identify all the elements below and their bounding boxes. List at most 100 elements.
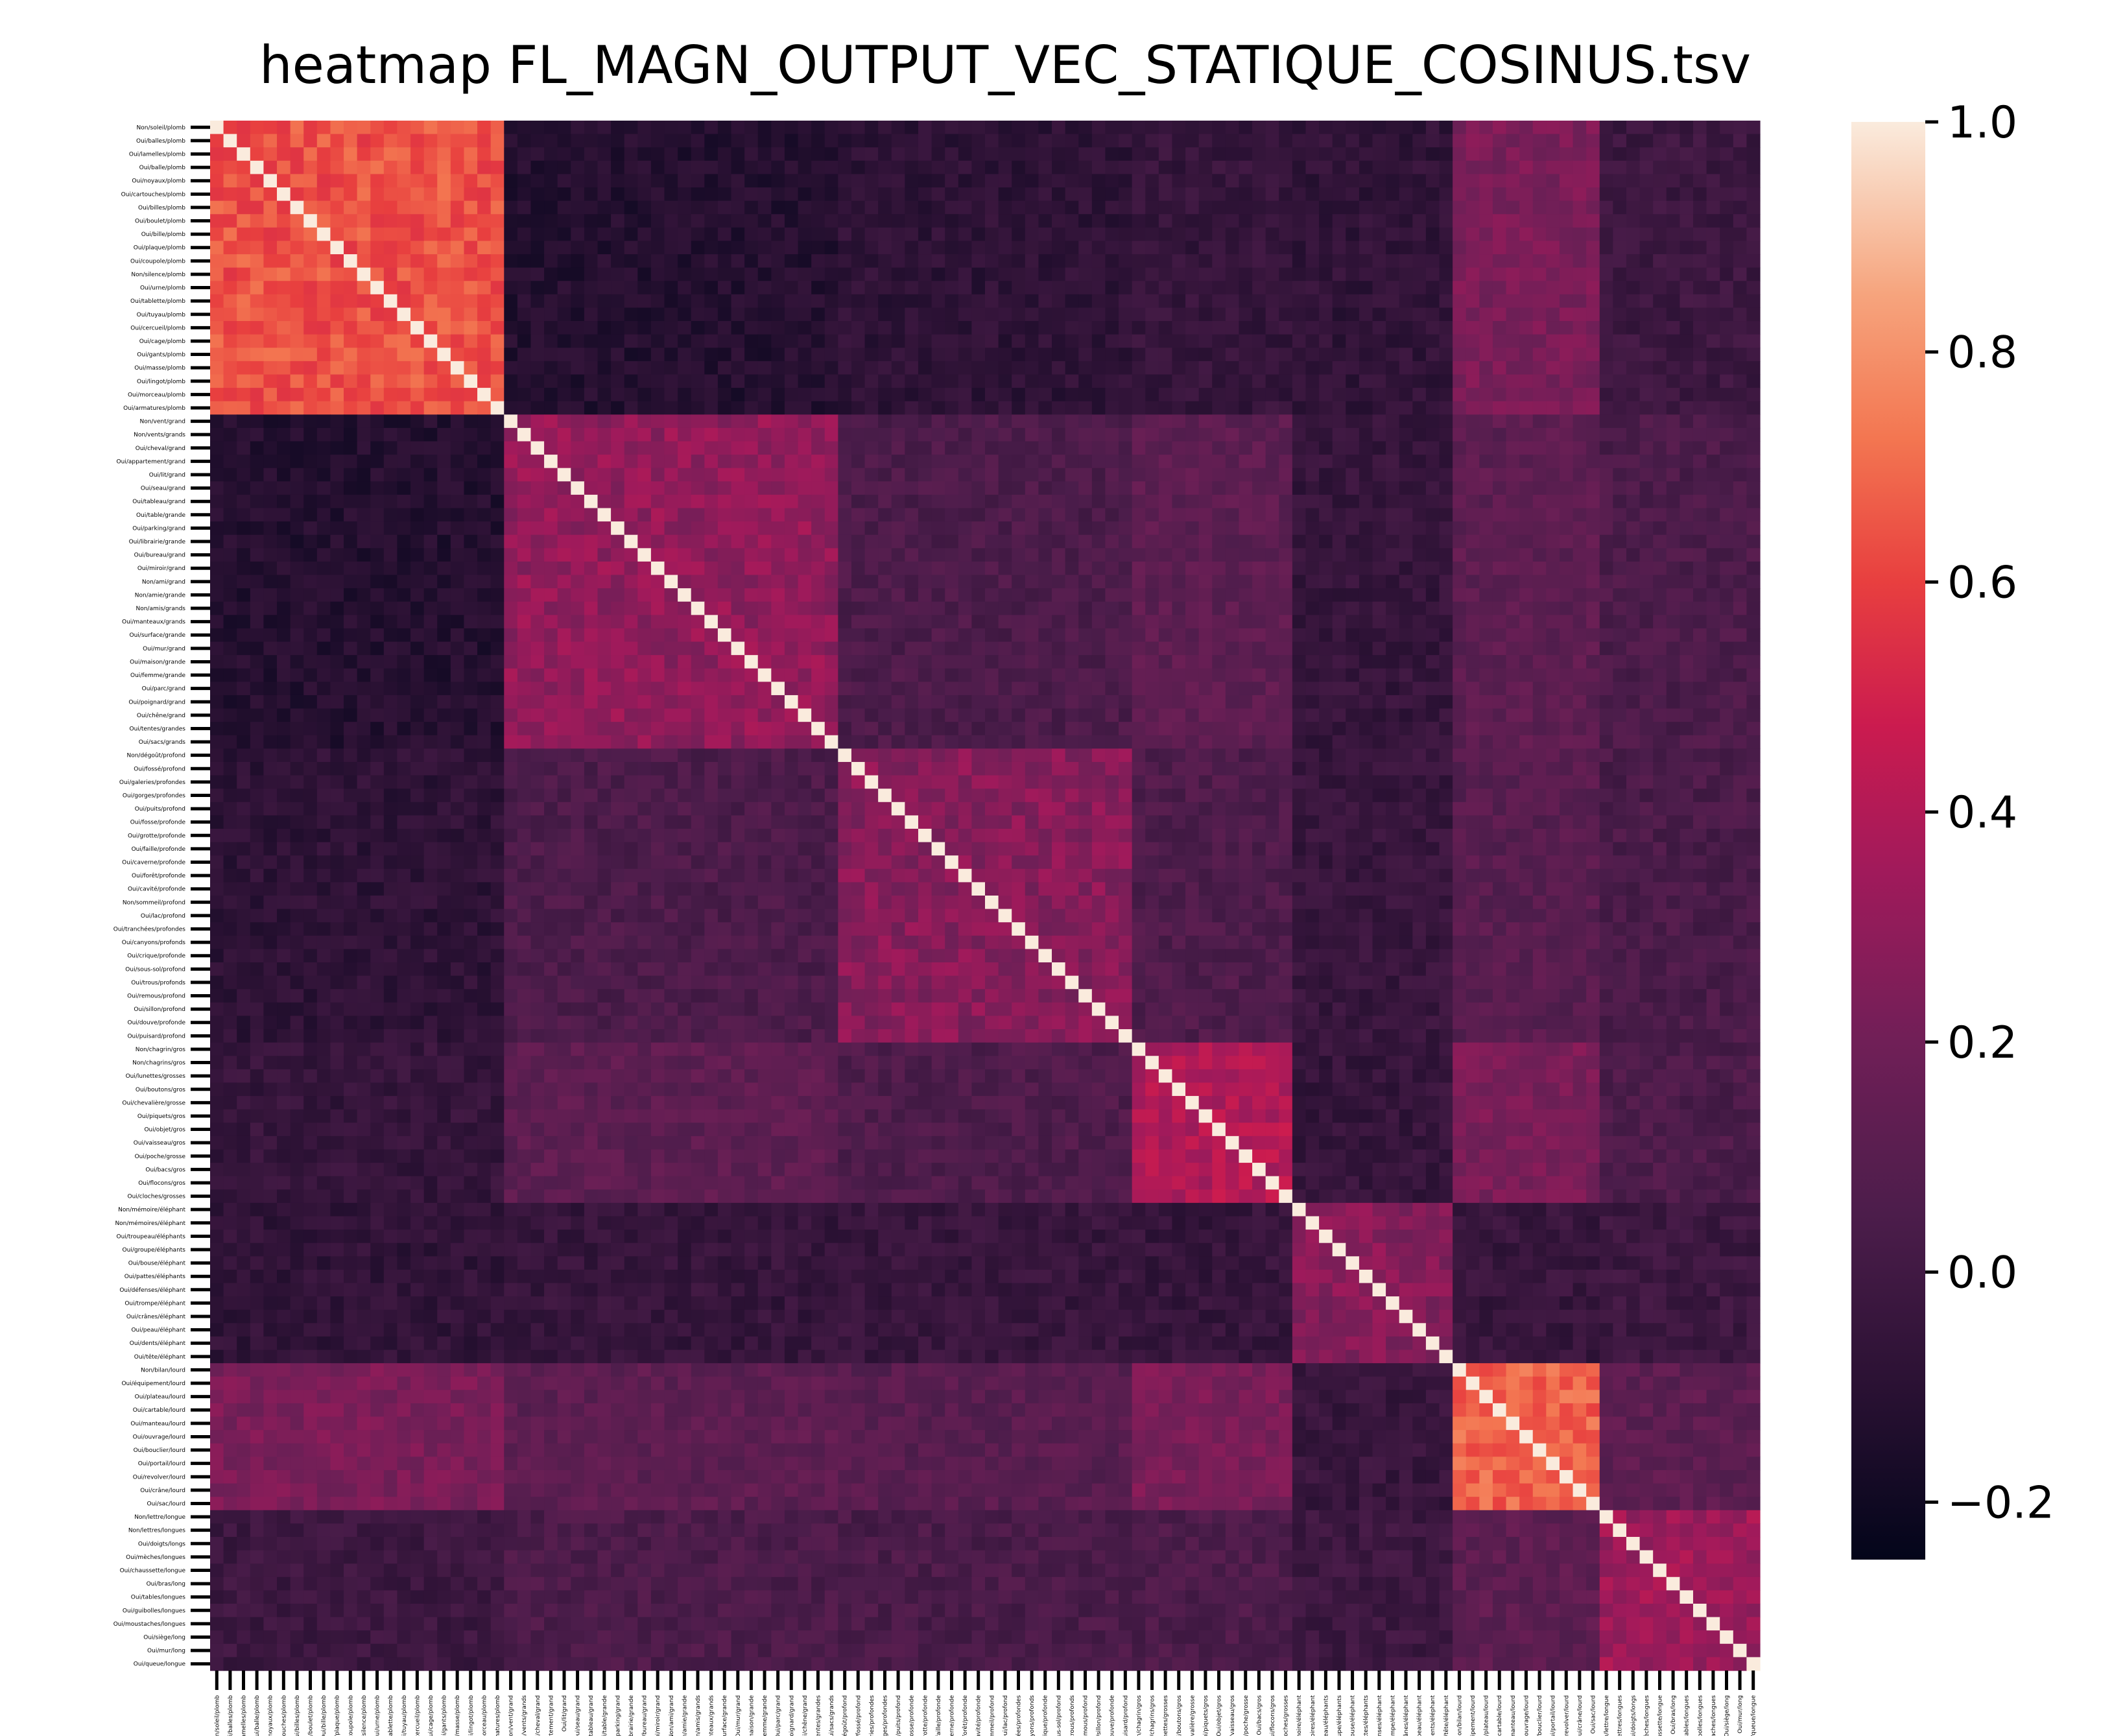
heatmap-cell xyxy=(1653,494,1667,509)
heatmap-cell xyxy=(945,561,959,576)
heatmap-cell xyxy=(1639,334,1654,348)
heatmap-cell xyxy=(237,414,251,429)
heatmap-cell xyxy=(905,414,919,429)
heatmap-cell xyxy=(811,575,825,589)
heatmap-cell xyxy=(263,548,278,562)
heatmap-cell xyxy=(731,468,745,482)
heatmap-cell xyxy=(1626,241,1641,255)
heatmap-cell xyxy=(397,575,411,589)
heatmap-cell xyxy=(757,441,772,455)
heatmap-cell xyxy=(637,655,652,669)
heatmap-cell xyxy=(1012,414,1026,429)
heatmap-cell xyxy=(731,548,745,562)
heatmap-cell xyxy=(1573,561,1587,576)
heatmap-cell xyxy=(650,561,665,576)
heatmap-cell xyxy=(397,601,411,615)
heatmap-cell xyxy=(838,227,852,242)
heatmap-cell xyxy=(838,548,852,562)
heatmap-cell xyxy=(1519,214,1534,228)
heatmap-cell xyxy=(1546,294,1560,309)
heatmap-cell xyxy=(637,468,652,482)
heatmap-cell xyxy=(611,521,625,536)
heatmap-cell xyxy=(691,615,705,629)
heatmap-cell xyxy=(1119,521,1133,536)
heatmap-cell xyxy=(1425,321,1440,335)
heatmap-cell xyxy=(998,227,1012,242)
heatmap-cell xyxy=(1386,241,1400,255)
heatmap-cell xyxy=(691,294,705,309)
heatmap-cell xyxy=(490,281,505,295)
heatmap-cell xyxy=(1573,668,1587,682)
heatmap-cell xyxy=(1372,374,1386,388)
heatmap-cell xyxy=(1372,655,1386,669)
heatmap-cell xyxy=(1692,214,1707,228)
heatmap-cell xyxy=(597,655,611,669)
heatmap-cell xyxy=(330,187,344,202)
heatmap-cell xyxy=(423,455,438,469)
heatmap-cell xyxy=(1239,455,1253,469)
heatmap-cell xyxy=(210,588,224,602)
heatmap-cell xyxy=(1573,588,1587,602)
heatmap-cell xyxy=(517,481,532,495)
heatmap-cell xyxy=(918,521,932,536)
heatmap-cell xyxy=(958,481,972,495)
heatmap-cell xyxy=(357,361,371,375)
heatmap-cell xyxy=(1573,174,1587,188)
heatmap-cell xyxy=(597,668,611,682)
heatmap-cell xyxy=(1225,455,1240,469)
heatmap-cell xyxy=(316,307,331,322)
heatmap-cell xyxy=(1012,267,1026,281)
heatmap-cell xyxy=(517,281,532,295)
heatmap-cell xyxy=(1692,575,1707,589)
heatmap-cell xyxy=(1386,441,1400,455)
heatmap-cell xyxy=(624,655,638,669)
heatmap-cell xyxy=(771,588,785,602)
heatmap-cell xyxy=(1479,160,1493,175)
heatmap-cell xyxy=(517,187,532,202)
heatmap-cell xyxy=(1653,655,1667,669)
heatmap-cell xyxy=(464,534,478,549)
heatmap-cell xyxy=(1332,468,1346,482)
heatmap-cell xyxy=(357,388,371,402)
heatmap-cell xyxy=(1359,682,1373,696)
heatmap-cell xyxy=(998,427,1012,442)
heatmap-cell xyxy=(1359,615,1373,629)
heatmap-cell xyxy=(1239,214,1253,228)
heatmap-cell xyxy=(1412,281,1427,295)
heatmap-cell xyxy=(410,267,425,281)
heatmap-cell xyxy=(1599,481,1613,495)
heatmap-cell xyxy=(210,534,224,549)
heatmap-cell xyxy=(905,361,919,375)
heatmap-cell xyxy=(1078,348,1093,362)
heatmap-cell xyxy=(1466,174,1480,188)
heatmap-cell xyxy=(1119,401,1133,415)
heatmap-cell xyxy=(277,187,291,202)
heatmap-cell xyxy=(1692,508,1707,522)
heatmap-cell xyxy=(757,241,772,255)
heatmap-cell xyxy=(237,628,251,643)
heatmap-cell xyxy=(410,521,425,536)
heatmap-cell xyxy=(624,534,638,549)
heatmap-cell xyxy=(1105,601,1119,615)
heatmap-cell xyxy=(624,187,638,202)
heatmap-cell xyxy=(557,615,571,629)
heatmap-cell xyxy=(1332,134,1346,148)
heatmap-cell xyxy=(1172,227,1186,242)
heatmap-cell xyxy=(250,455,265,469)
heatmap-cell xyxy=(824,121,838,135)
heatmap-cell xyxy=(330,455,344,469)
heatmap-cell xyxy=(1692,200,1707,215)
heatmap-cell xyxy=(1680,655,1694,669)
heatmap-cell xyxy=(357,241,371,255)
heatmap-cell xyxy=(1239,494,1253,509)
heatmap-cell xyxy=(330,174,344,188)
heatmap-cell xyxy=(477,655,492,669)
heatmap-cell xyxy=(557,321,571,335)
heatmap-cell xyxy=(717,361,732,375)
heatmap-cell xyxy=(704,521,718,536)
heatmap-cell xyxy=(544,241,558,255)
heatmap-cell xyxy=(1479,414,1493,429)
heatmap-cell xyxy=(1680,321,1694,335)
heatmap-cell xyxy=(1519,294,1534,309)
heatmap-cell xyxy=(1613,588,1627,602)
